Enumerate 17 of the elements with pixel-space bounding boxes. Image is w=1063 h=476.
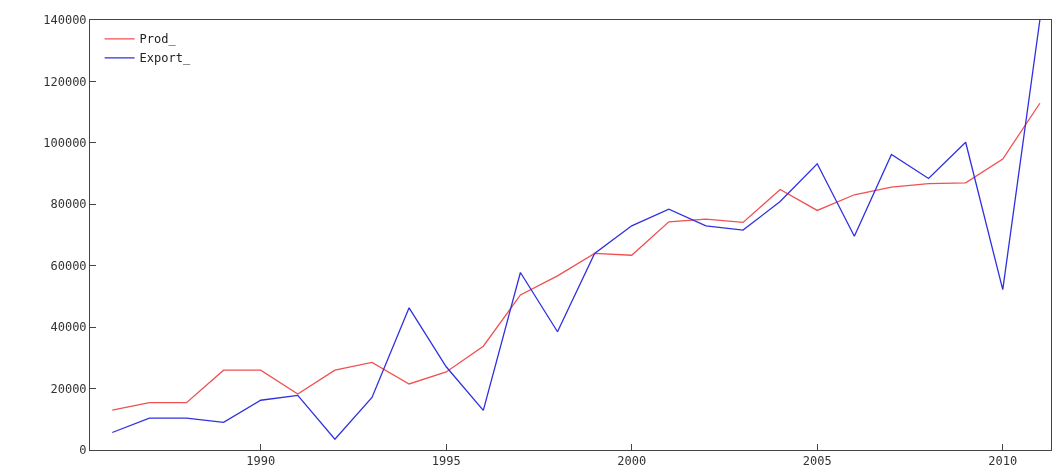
y-tick-label: 100000	[43, 136, 87, 151]
y-tick-label: 0	[79, 443, 87, 458]
y-tick-label: 140000	[43, 13, 87, 28]
line-series	[111, 102, 1041, 411]
x-tick-label: 1995	[431, 454, 461, 469]
y-tick-label: 80000	[50, 197, 87, 212]
x-tick-label: 2005	[802, 454, 832, 469]
line-series	[111, 20, 1041, 440]
y-tick-label: 40000	[50, 320, 87, 335]
legend-label: Prod_	[139, 32, 177, 47]
x-tick-label: 2000	[617, 454, 647, 469]
x-tick-label: 1990	[246, 454, 276, 469]
y-tick-label: 20000	[50, 381, 87, 396]
y-tick-label: 60000	[50, 258, 87, 273]
legend-label: Export_	[139, 51, 191, 66]
y-tick-label: 120000	[43, 74, 87, 89]
x-tick-label: 2010	[988, 454, 1018, 469]
